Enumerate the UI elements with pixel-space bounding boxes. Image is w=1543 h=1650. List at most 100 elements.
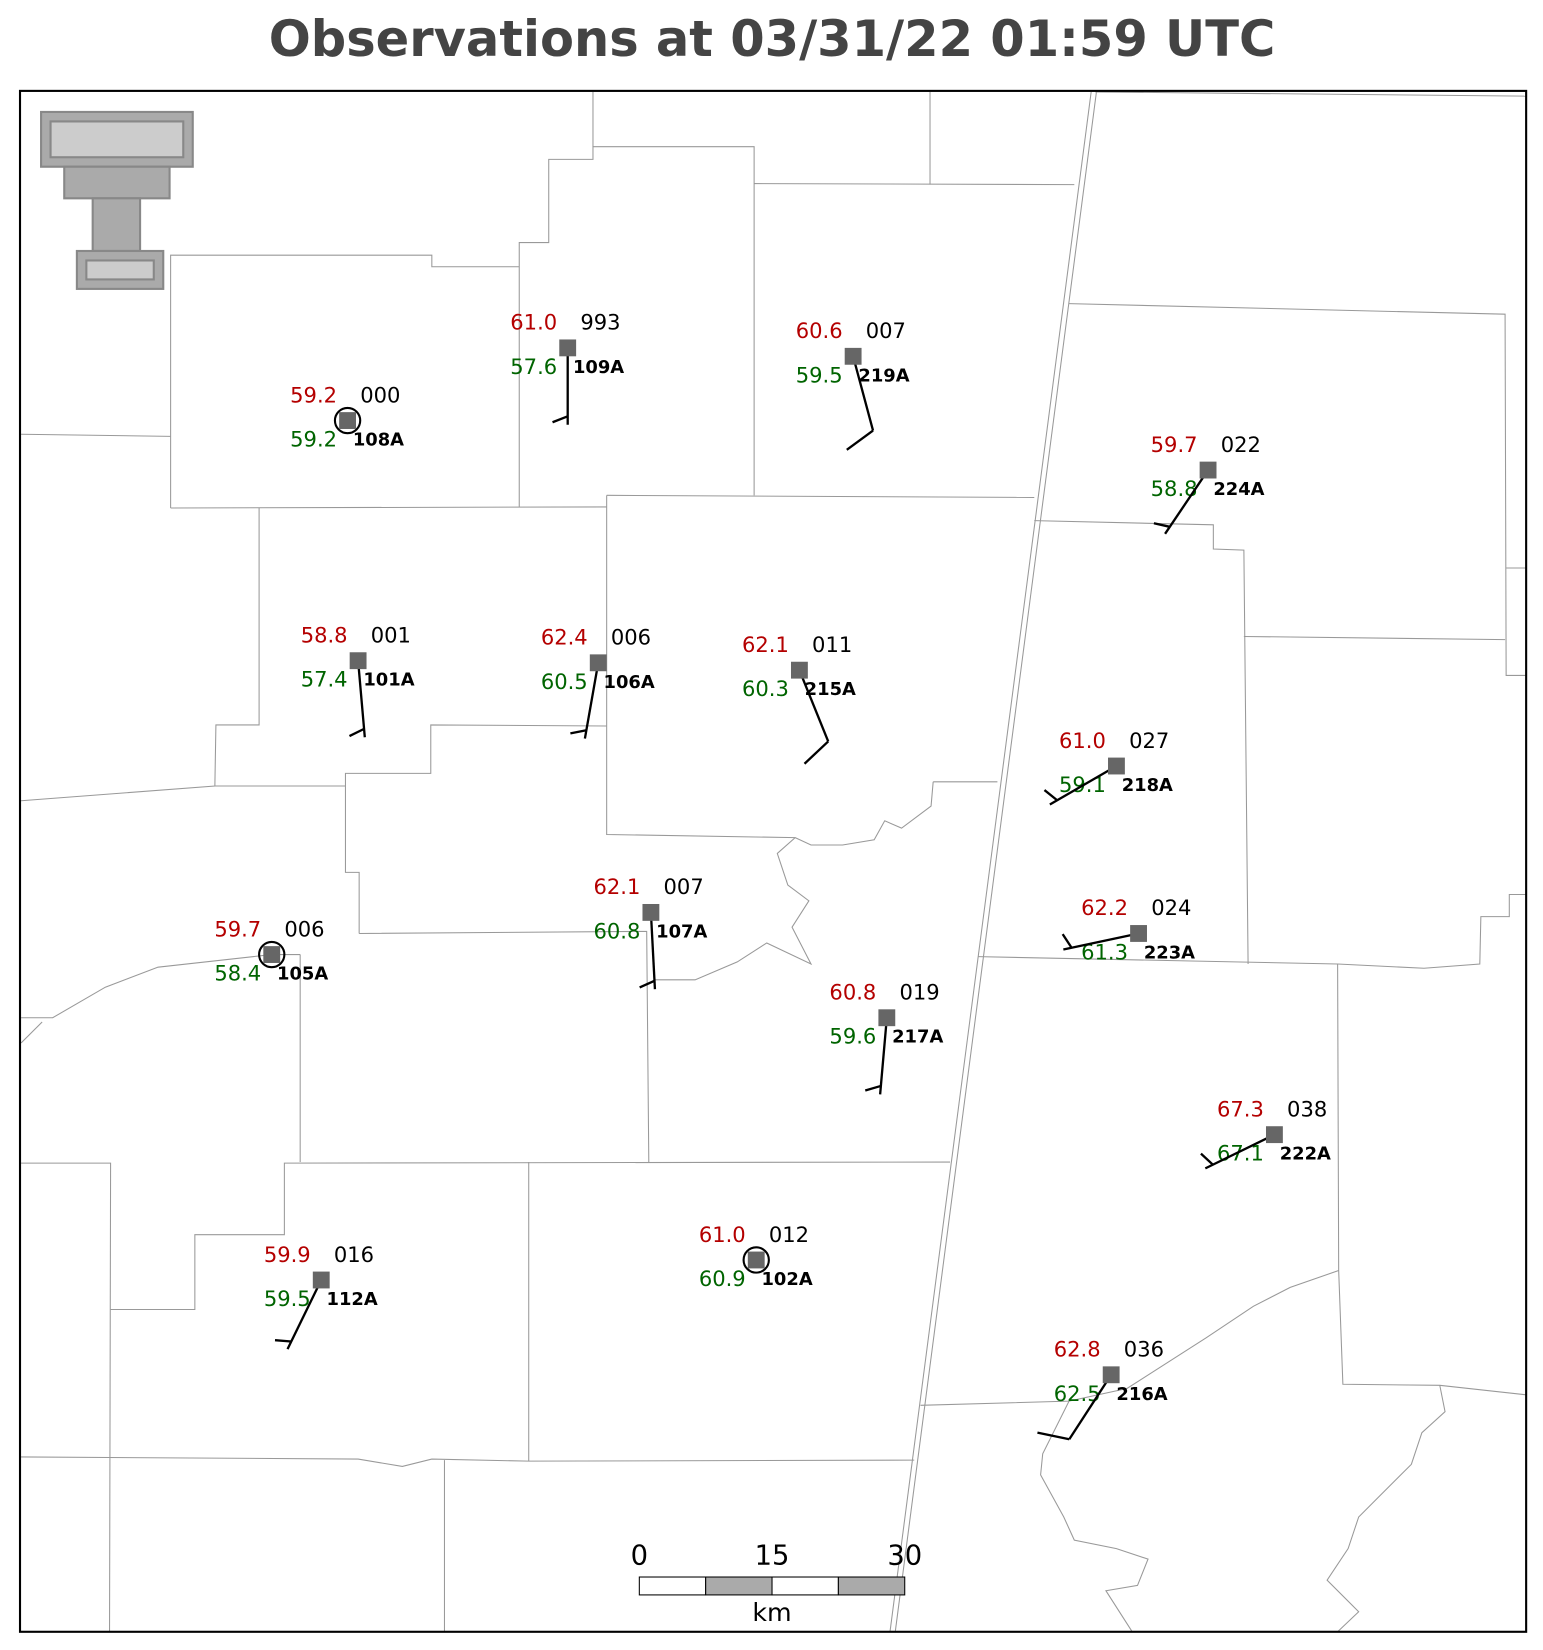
wind-shaft (852, 356, 875, 431)
dewpoint: 60.8 (593, 918, 640, 943)
station-marker (642, 903, 660, 921)
station-id: 215A (805, 679, 856, 700)
temperature: 67.3 (1217, 1096, 1264, 1121)
wind-barb (552, 415, 569, 424)
wind-shaft (649, 912, 657, 990)
pressure: 006 (611, 625, 651, 650)
calm-circle (333, 406, 362, 435)
pressure: 001 (371, 622, 411, 647)
county-lines (20, 91, 1527, 1633)
pressure: 006 (284, 916, 324, 941)
wind-barb (1037, 1431, 1070, 1441)
station-id: 109A (573, 357, 624, 378)
station-id: 107A (656, 921, 707, 942)
wind-shaft (1049, 765, 1118, 806)
dewpoint: 57.6 (510, 354, 557, 379)
wind-shaft (1164, 469, 1210, 535)
wind-barb (1043, 789, 1058, 802)
pressure: 007 (866, 318, 906, 343)
temperature: 62.4 (541, 625, 588, 650)
dewpoint: 59.2 (290, 427, 337, 452)
pressure: 016 (334, 1242, 374, 1267)
station-marker (747, 1251, 765, 1269)
temperature: 59.9 (264, 1242, 311, 1267)
station-id: 106A (604, 672, 655, 693)
wind-shaft (878, 1017, 888, 1095)
temperature: 59.2 (290, 382, 337, 407)
dewpoint: 59.6 (829, 1024, 876, 1049)
station-id: 217A (892, 1027, 943, 1048)
scale-tick-label: 15 (755, 1541, 790, 1572)
temperature: 59.7 (1151, 432, 1198, 457)
wind-barb (864, 1084, 882, 1092)
pressure: 038 (1287, 1096, 1327, 1121)
pressure: 027 (1129, 728, 1169, 753)
logo (40, 110, 194, 290)
station-marker (1199, 461, 1217, 479)
map-frame (18, 89, 1528, 1633)
pressure: 011 (812, 632, 852, 657)
dewpoint: 58.4 (214, 961, 261, 986)
station-marker (1130, 925, 1147, 942)
station-marker (1108, 757, 1125, 775)
temperature: 60.6 (796, 318, 843, 343)
station-id: 224A (1213, 479, 1264, 500)
pressure: 993 (580, 310, 620, 335)
temperature: 62.1 (742, 632, 789, 657)
pressure: 036 (1124, 1337, 1164, 1362)
wind-barb (1061, 933, 1073, 949)
station-id: 112A (327, 1289, 378, 1310)
station-id: 223A (1144, 942, 1195, 963)
station-marker (559, 339, 577, 357)
station-marker (312, 1271, 330, 1289)
temperature: 61.0 (699, 1222, 746, 1247)
dewpoint: 60.5 (541, 669, 588, 694)
dewpoint: 60.3 (742, 676, 789, 701)
station-marker (878, 1009, 896, 1027)
station-marker (1265, 1126, 1283, 1144)
title: Observations at 03/31/22 01:59 UTC (269, 10, 1276, 68)
scale-segment (837, 1576, 906, 1596)
station-id: 218A (1122, 775, 1173, 796)
scale-bar: 0 15 30 km (631, 1541, 923, 1627)
station-id: 108A (353, 430, 404, 451)
wind-barb (348, 727, 365, 738)
dewpoint: 60.9 (699, 1266, 746, 1291)
station-id: 222A (1280, 1144, 1331, 1165)
station-id: 102A (761, 1269, 812, 1290)
pressure: 007 (664, 874, 704, 899)
wind-barb (570, 729, 587, 735)
temperature: 58.8 (301, 622, 348, 647)
pressure: 024 (1151, 895, 1191, 920)
station-marker (349, 652, 367, 670)
station-marker (589, 654, 607, 672)
wind-barb (274, 1339, 292, 1343)
temperature: 62.8 (1054, 1337, 1101, 1362)
dewpoint: 59.5 (796, 362, 843, 387)
scale-unit: km (752, 1598, 791, 1627)
wind-shaft (583, 662, 600, 739)
station-marker (844, 347, 862, 365)
calm-circle (742, 1246, 770, 1274)
dewpoint: 57.4 (301, 667, 348, 692)
temperature: 59.7 (214, 916, 261, 941)
station-id: 101A (363, 670, 414, 691)
scale-segment (771, 1576, 839, 1596)
wind-barb (803, 740, 830, 765)
temperature: 62.2 (1081, 895, 1128, 920)
station-id: 216A (1116, 1384, 1167, 1405)
pressure: 019 (899, 980, 939, 1005)
dewpoint: 59.5 (264, 1286, 311, 1311)
temperature: 60.8 (829, 980, 876, 1005)
pressure: 012 (769, 1222, 809, 1247)
station-marker (790, 661, 808, 679)
pressure: 022 (1221, 432, 1261, 457)
scale-tick-label: 30 (887, 1541, 922, 1572)
stations: 59.2 59.2 000 108A 61.0 57.6 993 109A 60.6 59.5 00… (214, 310, 1331, 1441)
wind-barb (639, 979, 655, 989)
wind-barb (846, 429, 874, 451)
pressure: 000 (360, 382, 400, 407)
calm-circle (258, 940, 286, 969)
wind-shaft (286, 1279, 323, 1350)
